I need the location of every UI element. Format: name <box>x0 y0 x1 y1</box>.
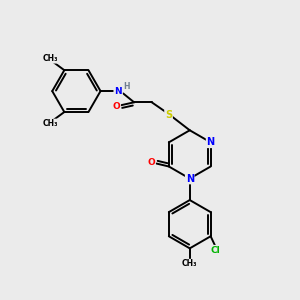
Text: Cl: Cl <box>210 246 220 255</box>
Text: CH₃: CH₃ <box>182 260 197 268</box>
Text: CH₃: CH₃ <box>43 119 58 128</box>
Text: S: S <box>165 110 172 120</box>
Text: N: N <box>186 174 194 184</box>
Text: CH₃: CH₃ <box>43 54 58 63</box>
Text: O: O <box>147 158 155 166</box>
Text: N: N <box>207 137 215 147</box>
Text: H: H <box>123 82 129 91</box>
Text: N: N <box>114 87 122 96</box>
Text: O: O <box>112 102 120 111</box>
